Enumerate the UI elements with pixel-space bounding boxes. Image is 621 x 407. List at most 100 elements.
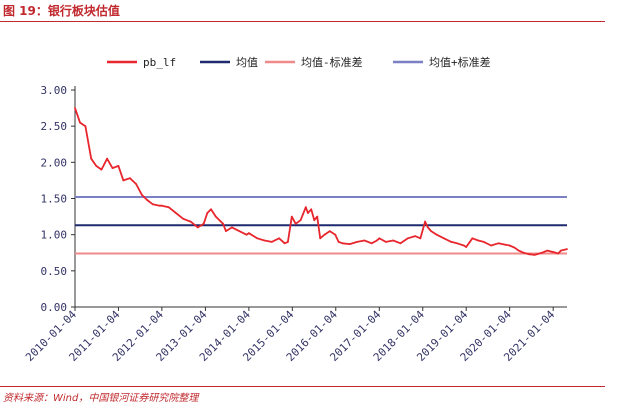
pb-lf-point <box>348 243 351 246</box>
pb-lf-point <box>399 242 402 245</box>
pb-lf-point <box>307 212 309 214</box>
pb-lf-point <box>294 222 297 225</box>
pb-lf-point <box>341 242 344 245</box>
pb-lf-point <box>560 249 562 252</box>
pb-lf-point <box>151 203 154 206</box>
pb-lf-point <box>566 248 568 251</box>
pb-lf-point <box>210 208 212 211</box>
pb-lf-point <box>419 237 422 240</box>
reference-lines <box>75 196 567 255</box>
pb-lf-point <box>334 233 337 236</box>
y-tick-label: 1.00 <box>41 229 68 242</box>
pb-lf-point <box>557 252 560 255</box>
pb-lf-point <box>407 237 409 240</box>
pb-lf-point <box>490 244 492 247</box>
pb-lf-point <box>231 226 233 229</box>
pb-lf-point <box>337 241 340 243</box>
pb-lf-point <box>245 233 248 236</box>
pb-lf-point <box>222 222 225 225</box>
pb-lf-point <box>129 177 131 180</box>
pb-lf-point <box>283 242 286 245</box>
pb-lf-point <box>508 244 511 247</box>
pb-lf-point <box>504 243 507 246</box>
pb-lf-point <box>206 212 209 214</box>
pb-lf-point <box>304 206 307 209</box>
y-tick-label: 1.50 <box>41 193 68 206</box>
y-tick-label: 0.00 <box>41 301 68 314</box>
pb-lf-point <box>522 251 525 254</box>
pb-lf-point <box>95 165 98 167</box>
pb-lf-point <box>122 179 125 182</box>
pb-lf-point <box>290 215 293 218</box>
pb-lf-point <box>465 246 468 248</box>
pb-lf-point <box>146 199 148 201</box>
legend-label: 均值 <box>236 56 258 69</box>
pb-lf-point <box>106 157 108 160</box>
pb-lf-point <box>238 230 241 233</box>
pb-lf-point <box>471 237 474 240</box>
pb-lf-point <box>141 194 143 196</box>
pb-lf-point <box>135 183 138 185</box>
chart-legend: pb_lf 均值 均值-标准差 均值+标准差 <box>107 55 491 69</box>
pb-lf-point <box>248 232 250 235</box>
pb-lf-point <box>424 220 426 223</box>
series-group <box>74 107 568 256</box>
pb-lf-point <box>378 237 381 240</box>
legend-label: 均值+标准差 <box>429 55 491 69</box>
pb-lf-point <box>263 239 266 242</box>
y-tick-label: 2.00 <box>41 156 68 169</box>
valuation-line-chart: pb_lf 均值 均值-标准差 均值+标准差 0.00 0.50 1.00 1.50 2.00… <box>23 55 568 364</box>
y-tick-label: 0.50 <box>41 265 68 278</box>
pb-lf-point <box>462 244 465 247</box>
pb-lf-point <box>189 220 192 223</box>
source-note: 资料来源：Wind，中国银河证券研究院整理 <box>3 393 199 404</box>
pb-lf-point <box>287 241 289 243</box>
pb-lf-point <box>256 237 259 240</box>
pb-lf-point <box>196 226 199 229</box>
pb-lf-point <box>100 168 103 171</box>
pb-lf-point <box>552 251 555 253</box>
pb-lf-point <box>111 167 114 170</box>
pb-lf-point <box>182 217 185 220</box>
pb-lf-point <box>316 215 319 218</box>
pb-lf-point <box>426 226 429 229</box>
pb-lf-point <box>328 230 331 233</box>
pb-lf-point <box>225 230 227 233</box>
pb-lf-series-line <box>74 107 568 256</box>
pb-lf-point <box>161 204 163 207</box>
pb-lf-point <box>456 242 458 245</box>
pb-lf-point <box>385 241 387 243</box>
y-tick-label: 2.50 <box>41 120 68 133</box>
pb-lf-point <box>497 242 500 245</box>
y-axis: 0.00 0.50 1.00 1.50 2.00 2.50 3.00 <box>41 84 76 314</box>
pb-lf-point <box>202 222 205 225</box>
pb-lf-point <box>450 241 453 243</box>
pb-lf-point <box>313 219 316 222</box>
pb-lf-point <box>533 254 536 256</box>
pb-lf-point <box>278 237 280 240</box>
pb-lf-point <box>299 219 302 222</box>
pb-lf-point <box>167 206 170 209</box>
pb-lf-point <box>414 235 416 238</box>
x-axis: 2010-01-042011-01-042012-01-042013-01-04… <box>23 306 567 364</box>
pb-lf-point <box>90 157 93 160</box>
pb-lf-point <box>541 251 543 254</box>
pb-lf-point <box>435 233 438 236</box>
pb-lf-point <box>319 237 322 240</box>
pb-lf-point <box>356 241 358 243</box>
figure-title: 图 19：银行板块估值 <box>3 4 120 18</box>
pb-lf-point <box>310 208 313 211</box>
pb-lf-point <box>482 241 485 243</box>
y-tick-label: 3.00 <box>41 84 68 97</box>
pb-lf-point <box>175 212 177 214</box>
pb-lf-point <box>117 165 120 167</box>
pb-lf-point <box>214 215 217 218</box>
pb-lf-point <box>477 239 480 242</box>
pb-lf-point <box>376 239 378 242</box>
pb-lf-point <box>513 246 516 249</box>
pb-lf-point <box>270 241 273 243</box>
pb-lf-point <box>392 239 395 242</box>
pb-lf-point <box>74 107 76 109</box>
source-rule <box>0 386 605 387</box>
pb-lf-point <box>323 233 326 236</box>
